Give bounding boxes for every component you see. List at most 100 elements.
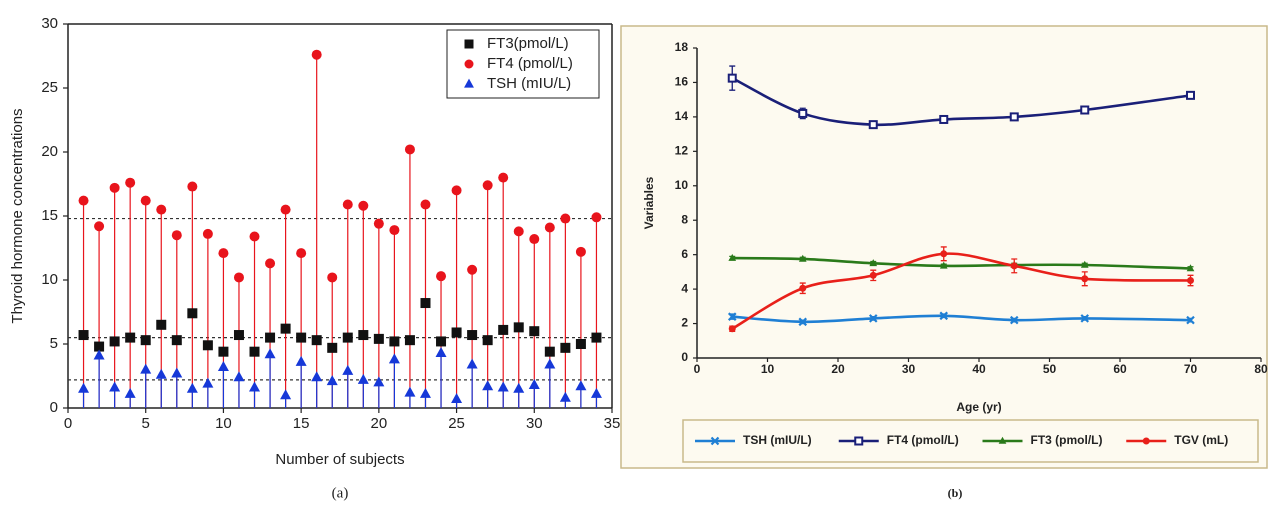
y-tick-label: 5 <box>50 335 58 352</box>
marker <box>109 182 120 193</box>
marker <box>798 317 808 327</box>
x-tick-label: 20 <box>831 362 845 376</box>
x-tick-label: 5 <box>142 415 150 432</box>
y-tick-label: 15 <box>41 207 58 224</box>
y-tick-label: 4 <box>681 281 688 295</box>
marker <box>78 195 89 206</box>
marker <box>467 264 478 275</box>
marker <box>482 380 494 391</box>
marker <box>140 363 152 374</box>
marker <box>575 246 586 257</box>
marker <box>1009 112 1019 122</box>
marker <box>559 391 571 402</box>
marker <box>265 258 276 269</box>
legend-label: TGV (mL) <box>1174 433 1228 447</box>
marker <box>727 312 737 321</box>
panel-a: 0 5 10 15 20 25 30 35 0 5 10 15 20 25 30 Number of subj… <box>9 15 620 501</box>
marker <box>1080 105 1090 115</box>
marker <box>404 386 416 397</box>
marker <box>1010 262 1018 270</box>
marker <box>187 181 198 192</box>
marker <box>868 314 878 323</box>
x-tick-label: 0 <box>64 415 72 432</box>
y-tick-label: 14 <box>675 109 689 123</box>
marker <box>187 308 198 319</box>
legend-marker <box>464 59 474 69</box>
y-tick-label: 8 <box>681 212 688 226</box>
marker <box>544 222 555 233</box>
x-tick-label: 10 <box>215 415 232 432</box>
marker <box>233 371 245 382</box>
legend-label: FT4 (pmol/L) <box>887 433 959 447</box>
marker <box>482 335 493 346</box>
marker <box>125 177 136 188</box>
marker <box>140 335 151 346</box>
marker <box>94 341 105 352</box>
x-tick-label: 50 <box>1043 362 1057 376</box>
marker <box>249 346 260 357</box>
marker <box>171 335 182 346</box>
marker <box>575 339 586 349</box>
marker <box>125 332 136 343</box>
marker <box>311 49 322 60</box>
y-tick-label: 18 <box>675 40 689 54</box>
legend-label: FT3(pmol/L) <box>487 35 569 52</box>
legend-marker <box>464 39 474 49</box>
marker <box>78 382 90 393</box>
marker <box>264 348 276 359</box>
marker <box>513 382 525 393</box>
marker <box>249 381 261 392</box>
y-tick-label: 16 <box>675 75 689 89</box>
marker <box>296 332 307 343</box>
marker <box>186 382 198 393</box>
marker <box>575 380 587 391</box>
marker <box>451 393 463 404</box>
marker <box>497 381 509 392</box>
marker <box>482 180 493 191</box>
marker <box>728 325 736 333</box>
x-tick-label: 30 <box>902 362 916 376</box>
marker <box>590 387 602 398</box>
marker <box>280 204 291 215</box>
y-axis-label: Thyroid hormone concentrations <box>9 108 26 323</box>
marker <box>1186 315 1195 325</box>
x-tick-label: 0 <box>694 362 701 376</box>
marker <box>156 319 167 330</box>
y-tick-label: 30 <box>41 15 58 32</box>
marker <box>311 335 322 346</box>
x-tick-label: 60 <box>1113 362 1127 376</box>
marker <box>940 250 948 258</box>
marker <box>798 254 807 262</box>
marker <box>560 342 571 353</box>
marker <box>342 332 353 343</box>
x-tick-label: 15 <box>293 415 310 432</box>
marker <box>498 172 509 183</box>
marker <box>404 144 415 155</box>
marker <box>513 322 524 333</box>
marker <box>1186 90 1195 100</box>
marker <box>140 195 151 206</box>
marker <box>156 204 167 215</box>
legend-marker <box>710 436 720 446</box>
x-tick-label: 25 <box>448 415 465 432</box>
marker <box>249 231 260 242</box>
legend-marker <box>464 78 474 88</box>
x-tick-label: 80 <box>1254 362 1268 376</box>
marker <box>358 330 369 341</box>
marker <box>466 358 478 369</box>
marker <box>218 346 229 357</box>
marker <box>544 358 556 369</box>
y-tick-label: 2 <box>681 316 688 330</box>
marker <box>1187 277 1194 284</box>
marker <box>869 271 877 279</box>
y-tick-label: 10 <box>41 271 58 288</box>
x-tick-label: 70 <box>1184 362 1198 376</box>
y-axis-label: Variables <box>642 176 656 229</box>
y-tick-label: 0 <box>50 399 58 416</box>
marker <box>109 336 120 347</box>
marker <box>435 346 447 357</box>
y-tick-label: 0 <box>681 350 688 364</box>
y-tick-label: 6 <box>681 247 688 261</box>
marker <box>1186 264 1195 272</box>
x-tick-label: 10 <box>761 362 775 376</box>
